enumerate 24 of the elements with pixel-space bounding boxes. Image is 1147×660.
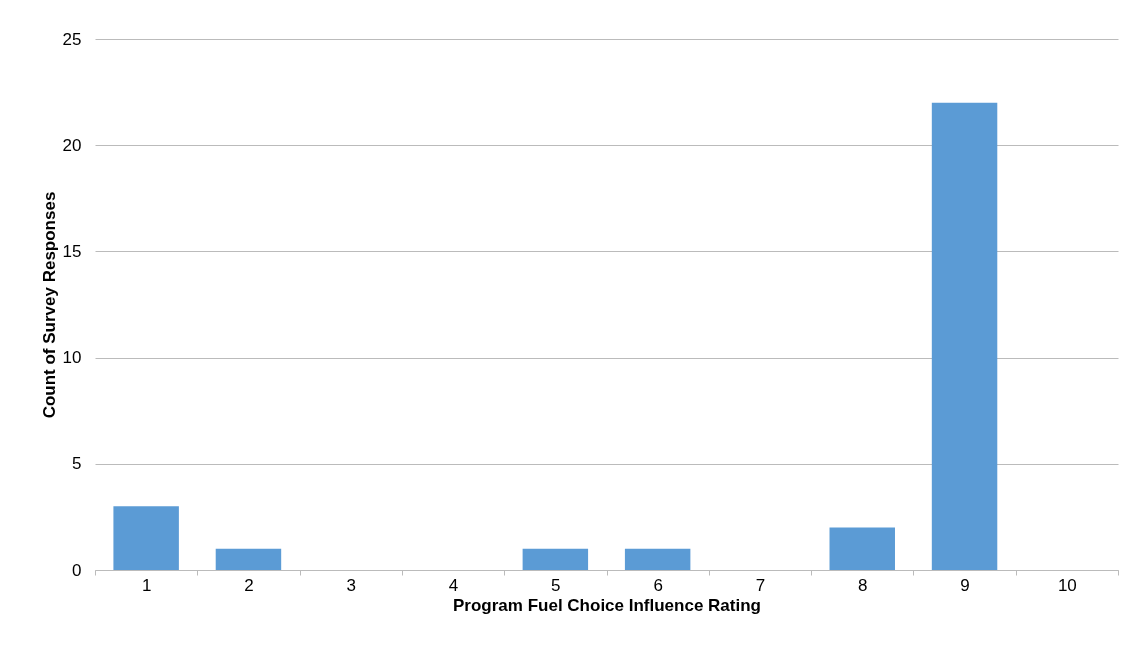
x-tick-label: 2 [244,575,254,595]
bar [522,548,589,570]
x-tick-label: 7 [755,575,766,595]
x-axis-title: Program Fuel Choice Influence Rating [453,595,761,615]
y-tick-label: 5 [72,454,82,474]
bar [931,102,998,570]
bar [624,548,691,570]
bar [829,527,895,570]
x-tick-label: 5 [551,575,561,595]
bar [215,548,282,570]
x-tick-label: 1 [141,575,152,595]
x-tick-label: 8 [858,575,868,595]
y-tick-label: 0 [72,560,82,580]
y-tick-label: 25 [62,29,82,49]
x-tick-label: 9 [960,575,970,595]
y-axis-title: Count of Survey Responses [39,191,59,419]
x-tick-label: 10 [1057,575,1077,595]
y-tick-label: 20 [62,135,82,155]
x-tick-label: 4 [448,575,459,595]
bar [113,506,179,570]
y-tick-label: 15 [62,241,82,261]
y-tick-label: 10 [62,348,82,368]
x-tick-label: 6 [653,575,663,595]
x-tick-label: 3 [346,575,356,595]
